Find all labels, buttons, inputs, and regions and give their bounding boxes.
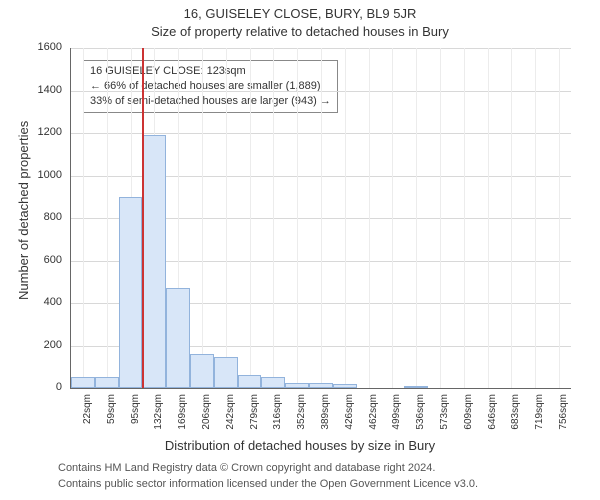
gridline-v	[488, 48, 489, 388]
gridline-v	[297, 48, 298, 388]
chart-background	[71, 48, 571, 388]
y-tick-label: 0	[0, 381, 62, 393]
gridline-v	[345, 48, 346, 388]
histogram-bar	[142, 135, 166, 388]
gridline-v	[464, 48, 465, 388]
property-marker-line	[142, 48, 144, 388]
x-tick-label: 22sqm	[82, 394, 93, 434]
histogram-bar	[166, 288, 190, 388]
gridline-v	[321, 48, 322, 388]
gridline-v	[369, 48, 370, 388]
x-axis-label: Distribution of detached houses by size …	[0, 438, 600, 453]
x-tick-label: 719sqm	[534, 394, 545, 434]
chart-title-sub: Size of property relative to detached ho…	[0, 24, 600, 39]
x-tick-label: 536sqm	[415, 394, 426, 434]
x-tick-label: 609sqm	[463, 394, 474, 434]
histogram-bar	[214, 357, 238, 388]
histogram-bar	[190, 354, 214, 388]
y-tick-label: 400	[0, 296, 62, 308]
gridline-v	[107, 48, 108, 388]
histogram-bar	[333, 384, 357, 388]
gridline-v	[416, 48, 417, 388]
x-tick-label: 316sqm	[272, 394, 283, 434]
x-tick-label: 389sqm	[320, 394, 331, 434]
x-tick-label: 59sqm	[106, 394, 117, 434]
histogram-bar	[285, 383, 309, 388]
x-tick-label: 169sqm	[177, 394, 188, 434]
histogram-bar	[404, 386, 428, 388]
x-tick-label: 242sqm	[225, 394, 236, 434]
y-axis-label: Number of detached properties	[16, 121, 31, 300]
y-tick-label: 1400	[0, 84, 62, 96]
x-tick-label: 462sqm	[368, 394, 379, 434]
histogram-bar	[309, 383, 333, 388]
plot-area	[70, 48, 571, 389]
footer-line-2: Contains public sector information licen…	[58, 478, 478, 490]
histogram-bar	[71, 377, 95, 388]
x-tick-label: 646sqm	[487, 394, 498, 434]
x-tick-label: 352sqm	[296, 394, 307, 434]
y-tick-label: 1600	[0, 41, 62, 53]
x-tick-label: 426sqm	[344, 394, 355, 434]
gridline-v	[83, 48, 84, 388]
y-tick-label: 1200	[0, 126, 62, 138]
x-tick-label: 279sqm	[249, 394, 260, 434]
x-tick-label: 95sqm	[130, 394, 141, 434]
x-tick-label: 132sqm	[153, 394, 164, 434]
gridline-v	[559, 48, 560, 388]
footer-line-1: Contains HM Land Registry data © Crown c…	[58, 462, 435, 474]
histogram-bar	[261, 377, 285, 388]
histogram-bar	[238, 375, 262, 388]
gridline-v	[535, 48, 536, 388]
chart-title-main: 16, GUISELEY CLOSE, BURY, BL9 5JR	[0, 6, 600, 21]
gridline-v	[202, 48, 203, 388]
gridline-v	[273, 48, 274, 388]
chart-container: 16, GUISELEY CLOSE, BURY, BL9 5JR Size o…	[0, 0, 600, 500]
y-tick-label: 800	[0, 211, 62, 223]
y-tick-label: 600	[0, 254, 62, 266]
gridline-v	[250, 48, 251, 388]
x-tick-label: 683sqm	[510, 394, 521, 434]
gridline-v	[440, 48, 441, 388]
x-tick-label: 573sqm	[439, 394, 450, 434]
y-tick-label: 1000	[0, 169, 62, 181]
histogram-bar	[119, 197, 143, 388]
gridline-v	[511, 48, 512, 388]
gridline-v	[392, 48, 393, 388]
x-tick-label: 499sqm	[391, 394, 402, 434]
gridline-v	[226, 48, 227, 388]
histogram-bar	[95, 377, 119, 388]
x-tick-label: 206sqm	[201, 394, 212, 434]
x-tick-label: 756sqm	[558, 394, 569, 434]
y-tick-label: 200	[0, 339, 62, 351]
